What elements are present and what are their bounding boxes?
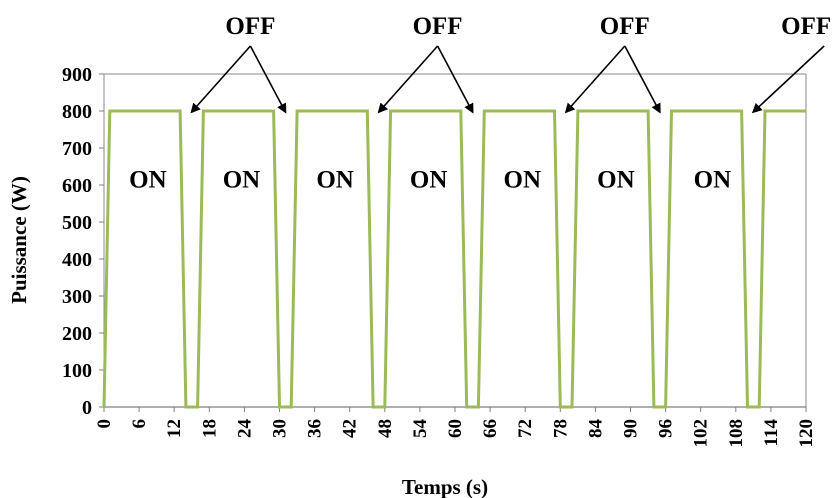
x-tick-label: 0 <box>94 419 115 429</box>
x-tick-label: 84 <box>585 419 606 439</box>
x-tick-label: 120 <box>796 419 817 448</box>
y-tick-label: 900 <box>62 64 92 86</box>
on-label: ON <box>597 167 635 194</box>
x-tick-label: 54 <box>410 419 431 439</box>
x-tick-label: 48 <box>375 419 396 438</box>
x-tick-label: 114 <box>761 419 782 447</box>
x-axis-label: Temps (s) <box>402 475 488 498</box>
on-label: ON <box>410 167 448 194</box>
y-tick-label: 500 <box>62 212 92 234</box>
on-label: ON <box>316 167 354 194</box>
series-layer <box>102 109 807 409</box>
y-tick-label: 300 <box>62 286 92 308</box>
on-label: ON <box>129 167 167 194</box>
on-label: ON <box>504 167 542 194</box>
x-tick-label: 102 <box>691 419 712 448</box>
x-tick-label: 42 <box>340 419 361 438</box>
x-tick-label: 96 <box>656 419 677 438</box>
x-tick-label: 90 <box>621 419 642 438</box>
off-arrow <box>436 45 474 114</box>
plot-area-border <box>103 73 807 408</box>
x-tick-label: 12 <box>164 419 185 438</box>
y-tick-label: 100 <box>62 360 92 382</box>
on-label: ON <box>223 167 261 194</box>
off-label: OFF <box>781 13 831 40</box>
y-tick-label: 200 <box>62 323 92 345</box>
x-tick-label: 18 <box>199 419 220 438</box>
x-tick-label: 6 <box>129 419 150 429</box>
y-tick-label: 600 <box>62 175 92 197</box>
x-tick-label: 78 <box>550 419 571 438</box>
off-arrow <box>249 45 287 114</box>
x-tick-label: 24 <box>234 419 255 439</box>
x-tick-label: 108 <box>726 419 747 448</box>
y-tick-label: 0 <box>82 397 92 419</box>
y-tick-label: 800 <box>62 101 92 123</box>
off-label: OFF <box>413 13 463 40</box>
x-tick-label: 60 <box>445 419 466 438</box>
off-arrow <box>751 45 825 114</box>
off-label: OFF <box>600 13 650 40</box>
y-tick-label: 400 <box>62 249 92 271</box>
off-arrow <box>190 45 251 114</box>
on-label: ON <box>694 167 732 194</box>
off-arrow <box>377 45 439 114</box>
off-arrow <box>564 45 626 114</box>
annotations: ON ON ON ON ON ON ON OFF OFF OFF OFF <box>129 13 831 194</box>
off-arrow <box>624 45 661 114</box>
x-tick-label: 36 <box>305 419 326 438</box>
y-axis-label: Puissance (W) <box>7 176 31 304</box>
x-tick-label: 30 <box>270 419 291 438</box>
axes: 0 100 200 300 400 500 600 700 800 900 0 6 12 18 24 30 36… <box>62 64 817 448</box>
off-label: OFF <box>225 13 275 40</box>
series-line <box>102 109 806 409</box>
x-tick-label: 72 <box>515 419 536 438</box>
y-tick-label: 700 <box>62 138 92 160</box>
x-tick-label: 66 <box>480 419 501 438</box>
